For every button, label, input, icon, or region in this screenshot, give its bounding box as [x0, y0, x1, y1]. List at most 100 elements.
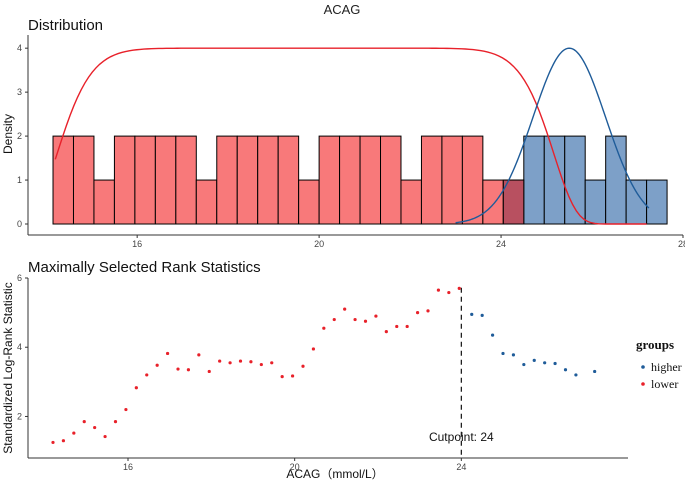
rank-statistics-x-tick-label: 20	[290, 462, 300, 472]
point-higher	[532, 358, 536, 362]
density-curves	[54, 47, 650, 225]
point-lower	[218, 359, 222, 363]
histogram-bar-higher	[605, 135, 627, 225]
point-lower	[353, 317, 357, 322]
point-lower	[72, 431, 76, 435]
histogram-bar-higher	[523, 135, 545, 225]
histogram-bar-lower	[216, 135, 238, 225]
histogram-bar-lower	[380, 135, 402, 225]
point-lower	[343, 307, 347, 311]
histogram-bar-lower	[93, 179, 115, 225]
point-higher	[490, 333, 495, 337]
distribution-y-axis-label: Density	[1, 114, 15, 154]
point-lower	[426, 309, 430, 313]
point-lower	[405, 324, 409, 329]
rank-statistics-x-tick-label: 16	[123, 462, 133, 472]
histogram-bar-higher	[564, 135, 586, 225]
histogram-bar-higher	[584, 179, 607, 225]
point-lower	[155, 363, 159, 367]
distribution-y-tick-label: 0	[17, 219, 22, 229]
rank-statistics-y-tick-label: 6	[17, 273, 22, 283]
figure-title: ACAG	[324, 2, 361, 17]
distribution-panel: Distribution Density 16 20 24 28 0 1 2 3 4	[1, 17, 685, 249]
rank-statistics-y-tick-label: 4	[17, 342, 22, 352]
point-lower	[270, 361, 274, 365]
point-lower	[332, 317, 336, 322]
distribution-ticks: 16 20 24 28 0 1 2 3 4	[17, 43, 685, 249]
distribution-x-tick-label: 16	[132, 239, 142, 249]
point-lower	[61, 439, 66, 443]
point-lower	[93, 425, 97, 430]
distribution-y-tick-label: 1	[17, 175, 22, 185]
point-lower	[259, 362, 263, 367]
histogram-bar-overlap	[502, 179, 525, 225]
point-lower	[374, 314, 378, 318]
point-lower	[228, 361, 232, 365]
distribution-panel-title: Distribution	[28, 17, 103, 34]
histogram-bar-lower	[277, 135, 300, 225]
rank-statistics-x-axis-label: ACAG（mmol/L）	[286, 467, 383, 481]
rank-statistics-x-tick-label: 24	[456, 462, 466, 472]
rank-statistics-axes	[27, 278, 628, 459]
distribution-y-tick-label: 2	[17, 131, 22, 141]
point-lower	[51, 440, 55, 445]
legend-title: groups	[636, 337, 674, 352]
point-lower	[363, 319, 368, 323]
point-higher	[522, 362, 526, 367]
legend-higher-marker	[641, 365, 645, 369]
point-lower	[311, 347, 316, 351]
density-curve-higher	[455, 47, 650, 224]
distribution-x-tick-label: 24	[496, 239, 506, 249]
point-higher	[511, 353, 516, 357]
point-higher	[543, 361, 547, 365]
histogram-bars	[52, 135, 668, 225]
histogram-bar-lower	[400, 179, 422, 225]
histogram-bar-lower	[236, 135, 259, 225]
histogram-bar-lower	[318, 135, 341, 225]
point-higher	[470, 312, 474, 316]
histogram-bar-lower	[113, 135, 136, 225]
point-higher	[480, 313, 484, 317]
distribution-x-tick-label: 20	[314, 239, 324, 249]
point-lower	[82, 420, 86, 424]
point-lower	[436, 288, 441, 292]
histogram-bar-lower	[175, 135, 197, 225]
point-lower	[113, 420, 118, 424]
histogram-bar-lower	[195, 179, 218, 225]
point-lower	[186, 368, 191, 372]
point-lower	[103, 434, 107, 439]
point-higher	[553, 361, 557, 366]
rank-statistic-points	[51, 286, 597, 445]
histogram-bar-higher	[543, 135, 566, 225]
point-lower	[447, 290, 451, 295]
legend-lower-label: lower	[651, 377, 678, 391]
cutpoint-label: Cutpoint: 24	[429, 430, 494, 444]
distribution-x-tick-label: 28	[678, 239, 685, 249]
histogram-bar-lower	[420, 135, 443, 225]
legend: groups higher lower	[636, 337, 682, 391]
point-lower	[280, 375, 284, 379]
point-lower	[145, 373, 149, 377]
histogram-bar-lower	[72, 135, 95, 225]
density-curve-lower	[54, 47, 647, 225]
histogram-bar-lower	[441, 135, 463, 225]
point-lower	[384, 330, 388, 334]
histogram-bar-lower	[154, 135, 177, 225]
rank-statistics-panel-title: Maximally Selected Rank Statistics	[28, 259, 261, 276]
point-lower	[124, 407, 128, 412]
distribution-y-tick-label: 4	[17, 43, 22, 53]
rank-statistics-y-tick-label: 2	[17, 411, 22, 421]
histogram-bar-lower	[298, 179, 320, 225]
histogram-bar-lower	[134, 135, 156, 225]
point-lower	[301, 364, 305, 368]
point-higher	[501, 351, 505, 356]
point-lower	[322, 326, 326, 330]
legend-lower-marker	[641, 382, 645, 386]
histogram-bar-lower	[359, 135, 382, 225]
histogram-bar-lower	[257, 135, 279, 225]
point-lower	[197, 353, 201, 357]
legend-higher-label: higher	[651, 360, 682, 374]
point-lower	[176, 367, 180, 371]
